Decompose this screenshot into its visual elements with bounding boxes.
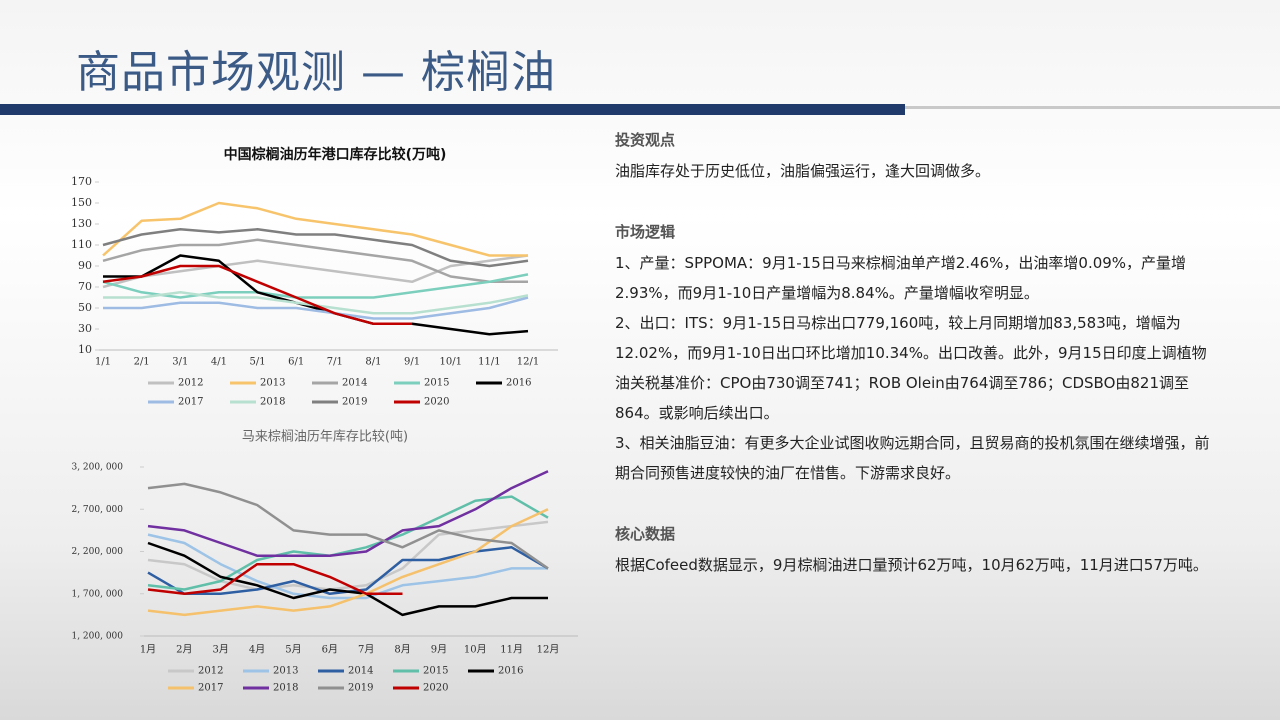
x-tick-label: 6/1 (288, 357, 304, 368)
y-tick-label: 70 (78, 280, 92, 293)
section: 核心数据根据Cofeed数据显示，9月棕榈油进口量预计62万吨，10月62万吨，… (615, 518, 1210, 580)
series-line (102, 228, 529, 268)
y-tick-label: 1, 200, 000 (71, 632, 123, 642)
x-tick-label: 12月 (537, 644, 560, 656)
y-tick-label: 150 (71, 196, 92, 209)
series-line (147, 520, 549, 591)
legend-label: 2020 (424, 397, 449, 408)
x-tick-label: 7月 (358, 644, 374, 656)
paragraph: 根据Cofeed数据显示，9月棕榈油进口量预计62万吨，10月62万吨，11月进… (615, 556, 1208, 574)
y-tick-label: 3, 200, 000 (71, 463, 123, 473)
paragraph: 1、产量：SPPOMA：9月1-15日马来棕榈油单产增2.46%，出油率增0.0… (615, 254, 1187, 302)
series-line (102, 201, 528, 257)
text-panel: 投资观点油脂库存处于历史低位，油脂偏强运行，逢大回调做多。 市场逻辑 1、产量：SP… (615, 124, 1210, 610)
series-line (102, 264, 413, 326)
paragraph: 油脂库存处于历史低位，油脂偏强运行，逢大回调做多。 (615, 162, 991, 180)
legend-label: 2016 (506, 378, 531, 389)
x-tick-label: 2/1 (134, 357, 150, 368)
legend-label: 2014 (342, 378, 367, 389)
legend-label: 2018 (260, 397, 285, 408)
x-tick-label: 4/1 (211, 357, 227, 368)
legend-label: 2013 (260, 378, 285, 389)
x-tick-label: 9/1 (404, 357, 420, 368)
y-tick-label: 110 (71, 238, 92, 251)
series-line (147, 482, 549, 570)
charts: 中国棕榈油历年港口库存比较(万吨) 10 30 50 70 90 110 130 150 170 1… (71, 146, 578, 694)
y-tick-label: 1, 700, 000 (71, 589, 123, 599)
section: 投资观点油脂库存处于历史低位，油脂偏强运行，逢大回调做多。 (615, 124, 1210, 186)
series-line (147, 508, 549, 617)
y-tick-label: 30 (78, 322, 92, 335)
title-bar (0, 104, 905, 115)
x-tick-label: 8月 (394, 644, 410, 656)
chart-title: 中国棕榈油历年港口库存比较(万吨) (224, 146, 447, 163)
x-tick-label: 3/1 (172, 357, 188, 368)
legend-label: 2013 (273, 666, 298, 677)
x-tick-label: 12/1 (517, 357, 539, 368)
x-tick-label: 6月 (322, 644, 338, 656)
legend-label: 2020 (423, 683, 448, 694)
x-tick-label: 4月 (249, 644, 265, 656)
section: 市场逻辑 1、产量：SPPOMA：9月1-15日马来棕榈油单产增2.46%，出油率… (615, 216, 1210, 488)
section-heading: 投资观点 (615, 131, 676, 149)
slide-title: 商品市场观测 — 棕榈油 (76, 47, 556, 98)
y-tick-label: 2, 700, 000 (71, 505, 123, 515)
legend-label: 2014 (348, 666, 373, 677)
y-tick-label: 130 (71, 217, 92, 230)
series-line (147, 495, 549, 591)
x-tick-label: 10月 (464, 644, 487, 656)
legend-label: 2017 (178, 397, 203, 408)
legend-label: 2018 (273, 683, 298, 694)
x-tick-label: 1/1 (95, 357, 111, 368)
legend-label: 2019 (342, 397, 367, 408)
x-tick-label: 5/1 (249, 357, 265, 368)
y-tick-label: 10 (78, 343, 92, 356)
legend-label: 2015 (423, 666, 448, 677)
legend-label: 2016 (498, 666, 523, 677)
x-tick-label: 2月 (176, 644, 192, 656)
x-tick-label: 3月 (213, 644, 229, 656)
x-tick-label: 10/1 (439, 357, 461, 368)
x-tick-label: 5月 (285, 644, 301, 656)
legend-label: 2017 (198, 683, 223, 694)
x-tick-label: 9月 (431, 644, 447, 656)
y-tick-label: 170 (71, 175, 92, 188)
x-tick-label: 11月 (500, 644, 523, 656)
series-line (103, 254, 529, 336)
series-line (102, 238, 528, 284)
paragraph: 3、相关油脂豆油：有更多大企业试图收购远期合同，且贸易商的投机氛围在继续增强，前… (615, 434, 1210, 482)
paragraph: 2、出口：ITS：9月1-15日马棕出口779,160吨，较上月同期增加83,5… (615, 314, 1207, 422)
series-line (147, 541, 548, 617)
x-tick-label: 7/1 (327, 357, 343, 368)
y-tick-label: 90 (78, 259, 92, 272)
series-line (103, 296, 529, 320)
title-rule (905, 106, 1280, 109)
y-tick-label: 50 (78, 301, 92, 314)
series-line (102, 273, 529, 299)
series-line (147, 470, 549, 557)
series-line (147, 533, 548, 600)
legend-label: 2012 (198, 666, 223, 677)
legend-label: 2019 (348, 683, 373, 694)
chart-title: 马来棕榈油历年库存比较(吨) (242, 429, 408, 445)
section-heading: 市场逻辑 (615, 223, 676, 241)
y-tick-label: 2, 200, 000 (71, 547, 123, 557)
x-tick-label: 8/1 (365, 357, 381, 368)
x-tick-label: 11/1 (478, 357, 500, 368)
legend-label: 2012 (178, 378, 203, 389)
legend-label: 2015 (424, 378, 449, 389)
section-heading: 核心数据 (615, 525, 676, 543)
series-line (102, 254, 529, 289)
x-tick-label: 1月 (140, 644, 156, 656)
series-line (147, 562, 403, 596)
